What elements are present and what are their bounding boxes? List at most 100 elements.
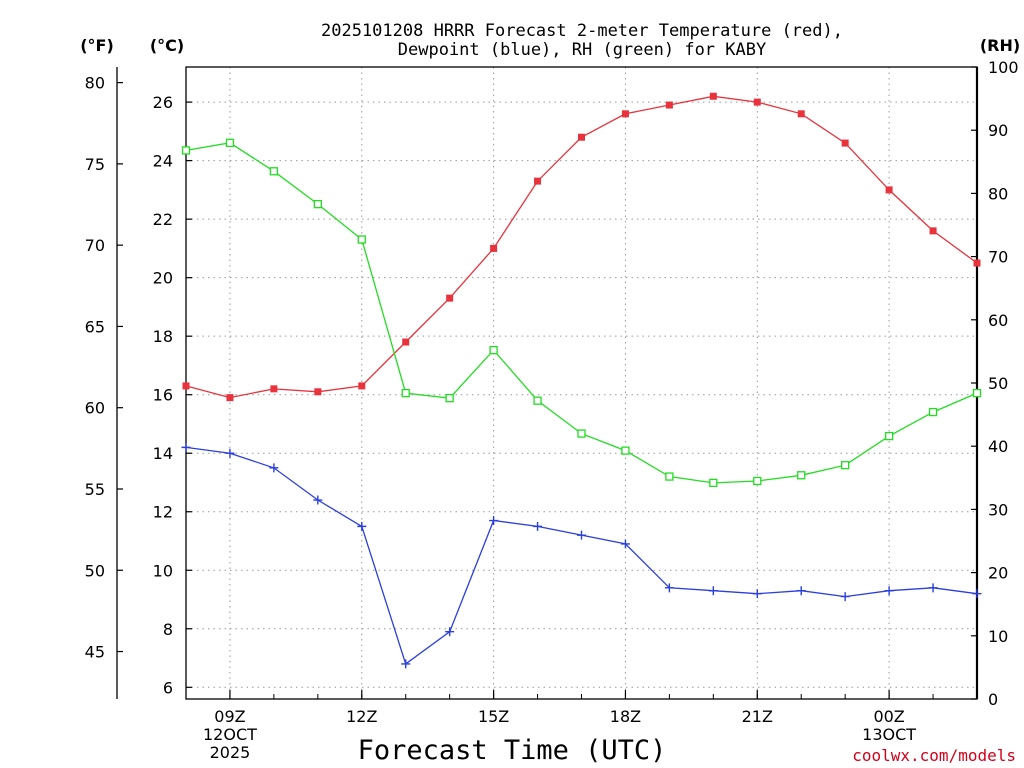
celsius-tick-label: 26 — [153, 93, 173, 112]
temperature-point — [226, 394, 234, 402]
x-tick-label: 00Z — [873, 707, 904, 726]
dewpoint-point — [181, 442, 191, 452]
x-tick-label: 09Z — [214, 707, 245, 726]
rh-point — [972, 388, 982, 398]
dewpoint-point — [577, 530, 586, 540]
dewpoint-point — [972, 589, 982, 599]
rh-tick-label: 10 — [988, 627, 1008, 646]
dewpoint-point — [533, 521, 543, 531]
temperature-point — [665, 101, 673, 109]
rh-tick-label: 0 — [988, 690, 998, 709]
rh-point — [357, 235, 366, 244]
rh-point — [753, 476, 762, 486]
rh-tick-label: 80 — [988, 184, 1008, 203]
x-tick-label: 12Z — [346, 707, 377, 726]
rh-point — [841, 461, 850, 470]
temperature-point — [929, 227, 937, 235]
celsius-tick-label: 16 — [153, 386, 173, 405]
rh-point — [181, 146, 191, 155]
fahrenheit-tick-label: 50 — [85, 561, 105, 580]
x-tick-label: 18Z — [610, 707, 641, 726]
fahrenheit-tick-label: 70 — [85, 236, 105, 255]
temperature-point — [973, 259, 981, 267]
dewpoint-point — [269, 463, 279, 473]
temperature-point — [182, 382, 190, 390]
dewpoint-point — [401, 659, 411, 669]
rh-tick-label: 90 — [988, 121, 1008, 140]
celsius-tick-label: 6 — [163, 678, 173, 697]
x-axis-label: Forecast Time (UTC) — [358, 735, 667, 766]
rh-point — [313, 199, 322, 209]
temperature-point — [490, 244, 498, 252]
grid-lines — [186, 67, 977, 699]
rh-point — [533, 396, 542, 405]
series-lines — [181, 92, 982, 669]
rh-point — [884, 431, 894, 441]
chart-title-line-2: Dewpoint (blue), RH (green) for KABY — [398, 40, 766, 60]
x-tick-label: 12OCT — [203, 725, 257, 744]
x-tick-label: 15Z — [478, 707, 509, 726]
rh-tick-label: 60 — [988, 311, 1008, 330]
celsius-tick-label: 20 — [153, 269, 173, 288]
temperature-line — [185, 95, 978, 399]
fahrenheit-tick-label: 60 — [85, 399, 105, 418]
fahrenheit-tick-label: 75 — [85, 155, 105, 174]
temperature-point — [270, 385, 278, 393]
chart-title-line-1: 2025101208 HRRR Forecast 2-meter Tempera… — [321, 21, 843, 41]
rh-point — [621, 446, 630, 455]
rh-point — [797, 471, 806, 480]
temperature-point — [621, 110, 629, 118]
dewpoint-point — [752, 589, 762, 599]
temperature-point — [841, 139, 849, 147]
rh-point — [928, 407, 938, 417]
rh-point — [401, 388, 410, 398]
celsius-tick-label: 8 — [163, 620, 173, 639]
celsius-tick-label: 12 — [153, 503, 173, 522]
dewpoint-point — [620, 539, 630, 549]
rh-tick-label: 100 — [988, 58, 1019, 77]
source-credit: coolwx.com/models — [852, 746, 1016, 765]
rh-point — [269, 167, 279, 176]
celsius-tick-label: 14 — [153, 444, 173, 463]
dewpoint-point — [796, 586, 806, 596]
dewpoint-point — [840, 592, 850, 602]
rh-unit-label: (RH) — [980, 36, 1020, 55]
celsius-tick-label: 24 — [153, 152, 173, 171]
dewpoint-point — [445, 627, 455, 637]
fahrenheit-tick-label: 55 — [85, 480, 105, 499]
celsius-tick-label: 10 — [153, 561, 173, 580]
temperature-point — [402, 338, 410, 346]
temperature-point — [446, 294, 454, 302]
dewpoint-point — [357, 521, 367, 531]
x-tick-label: 13OCT — [862, 725, 916, 744]
rh-point — [665, 472, 674, 481]
fahrenheit-tick-label: 45 — [85, 643, 105, 662]
temperature-point — [578, 133, 585, 141]
dewpoint-point — [928, 583, 938, 593]
dewpoint-line — [185, 446, 978, 665]
celsius-tick-label: 18 — [153, 327, 173, 346]
dewpoint-point — [664, 583, 674, 593]
axes: 6 8 10 12 14 16 18 20 22 24 26 45 50 55 60 65 70 75 80 0 10 2… — [85, 58, 1019, 762]
dewpoint-point — [884, 586, 894, 596]
rh-point — [709, 478, 718, 488]
fahrenheit-tick-label: 65 — [85, 317, 105, 336]
fahrenheit-unit-label: (°F) — [80, 36, 114, 55]
temperature-point — [885, 186, 893, 194]
temperature-point — [797, 110, 805, 118]
dewpoint-point — [489, 516, 499, 526]
temperature-point — [534, 177, 542, 185]
fahrenheit-tick-label: 80 — [85, 74, 105, 93]
dewpoint-point — [225, 448, 235, 458]
temperature-point — [358, 382, 366, 390]
rh-point — [489, 345, 498, 355]
celsius-unit-label: (°C) — [150, 36, 184, 55]
rh-tick-label: 70 — [988, 248, 1008, 267]
celsius-tick-label: 22 — [153, 210, 173, 229]
rh-tick-label: 40 — [988, 437, 1008, 456]
rh-tick-label: 20 — [988, 564, 1008, 583]
plot-frame — [185, 66, 978, 700]
rh-point — [577, 429, 586, 438]
temperature-point — [709, 92, 717, 100]
